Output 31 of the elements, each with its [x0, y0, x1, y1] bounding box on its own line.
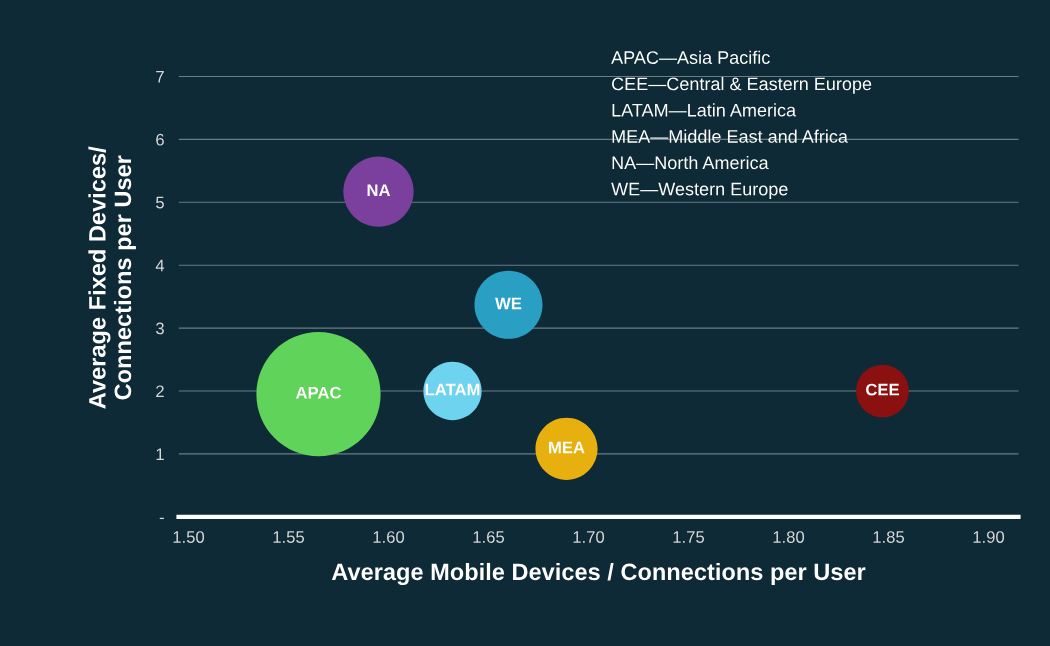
y-tick-label: 3 — [155, 322, 164, 335]
series-label: CEE — [866, 383, 899, 396]
y-axis-title: Average Fixed Devices/ Connections per User — [88, 146, 136, 409]
x-tick-label: 1.65 — [473, 531, 505, 543]
x-tick-label: 1.70 — [573, 531, 605, 543]
series-label: APAC — [295, 386, 342, 399]
x-tick-label: 1.90 — [973, 531, 1005, 543]
y-tick-label: 5 — [156, 196, 164, 209]
x-tick-label: 1.75 — [673, 531, 705, 543]
y-tick-label: - — [159, 517, 164, 520]
x-axis-title: Average Mobile Devices / Connections per User — [331, 562, 866, 586]
y-tick-label: 6 — [156, 133, 164, 146]
series-label: LATAM — [425, 383, 480, 396]
y-tick-label: 2 — [156, 385, 164, 398]
annotation: WE—Western Europe — [611, 182, 788, 199]
annotation: CEE—Central & Eastern Europe — [612, 77, 872, 94]
x-tick-label: 1.80 — [773, 531, 805, 543]
annotation: MEA—Middle East and Africa — [612, 129, 848, 143]
x-tick-label: 1.55 — [273, 531, 305, 543]
x-tick-label: 1.60 — [373, 531, 405, 543]
series-label: NA — [367, 184, 391, 196]
y-tick-label: 4 — [155, 259, 165, 272]
annotation: LATAM—Latin America — [612, 103, 797, 117]
series-label: MEA — [549, 441, 585, 454]
y-tick-label: 7 — [156, 71, 164, 83]
x-tick-label: 1.85 — [873, 531, 905, 543]
annotation: NA—North America — [612, 155, 769, 170]
y-tick-label: 1 — [156, 448, 164, 460]
annotation: APAC—Asia Pacific — [611, 50, 770, 64]
x-tick-label: 1.50 — [173, 531, 205, 543]
series-label: WE — [495, 297, 522, 310]
